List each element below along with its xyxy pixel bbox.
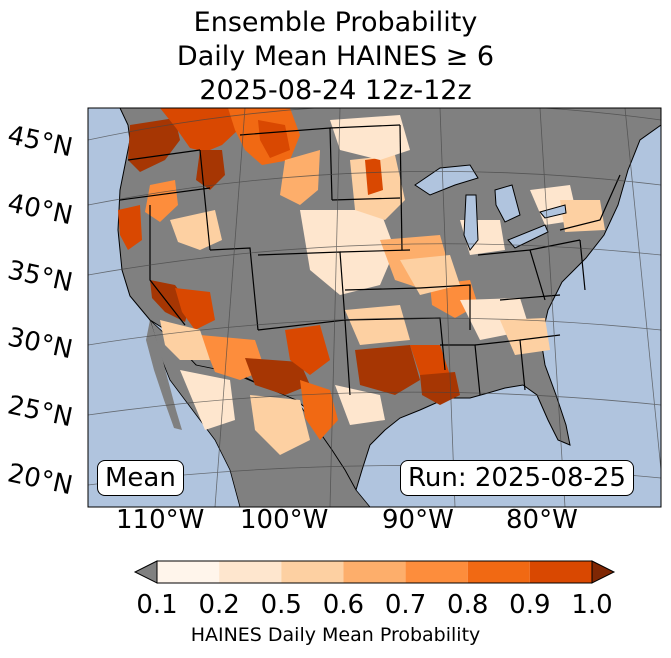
colorbar-tick-label: 0.2 (198, 590, 240, 620)
lon-label-80: 80°W (506, 505, 578, 535)
colorbar-segment (219, 561, 282, 583)
colorbar-tick-label: 0.7 (384, 590, 427, 620)
great-lakes (414, 164, 567, 251)
colorbar-tick-label: 0.6 (322, 590, 365, 620)
land-mass (88, 108, 661, 492)
lake-superior (414, 164, 479, 196)
colorbar-segment (281, 561, 344, 583)
colorbar-segment (343, 561, 406, 583)
mean-label-box: Mean (97, 460, 184, 496)
colorbar-tick-label: 0.8 (447, 590, 489, 620)
colorbar-segment (157, 561, 220, 583)
colorbar-segment (405, 561, 468, 583)
colorbar (133, 560, 616, 584)
colorbar-tick-label: 0.5 (260, 590, 302, 620)
run-date-box: Run: 2025-08-25 (400, 460, 634, 496)
map-frame (87, 107, 662, 508)
colorbar-segment (529, 561, 592, 583)
lake-michigan (463, 194, 479, 251)
lon-label-110: 110°W (116, 505, 205, 535)
title-line-3: 2025-08-24 12z-12z (199, 75, 472, 106)
probability-field (118, 108, 605, 455)
colorbar-frame (156, 560, 593, 584)
colorbar-tick-label: 1.0 (571, 590, 613, 620)
title-line-2: Daily Mean HAINES ≥ 6 (176, 41, 495, 72)
colorbar-over-arrow (591, 560, 616, 584)
baja-land (146, 320, 182, 430)
colorbar-tick-label: 0.1 (136, 590, 178, 620)
lon-label-90: 90°W (382, 505, 454, 535)
lon-label-100: 100°W (240, 505, 329, 535)
colorbar-segment (467, 561, 530, 583)
colorbar-under-arrow (133, 560, 158, 584)
title-line-1: Ensemble Probability (193, 7, 478, 38)
colorbar-label: HAINES Daily Mean Probability (190, 624, 481, 646)
colorbar-tick-label: 0.9 (509, 590, 551, 620)
lake-huron (494, 184, 521, 223)
